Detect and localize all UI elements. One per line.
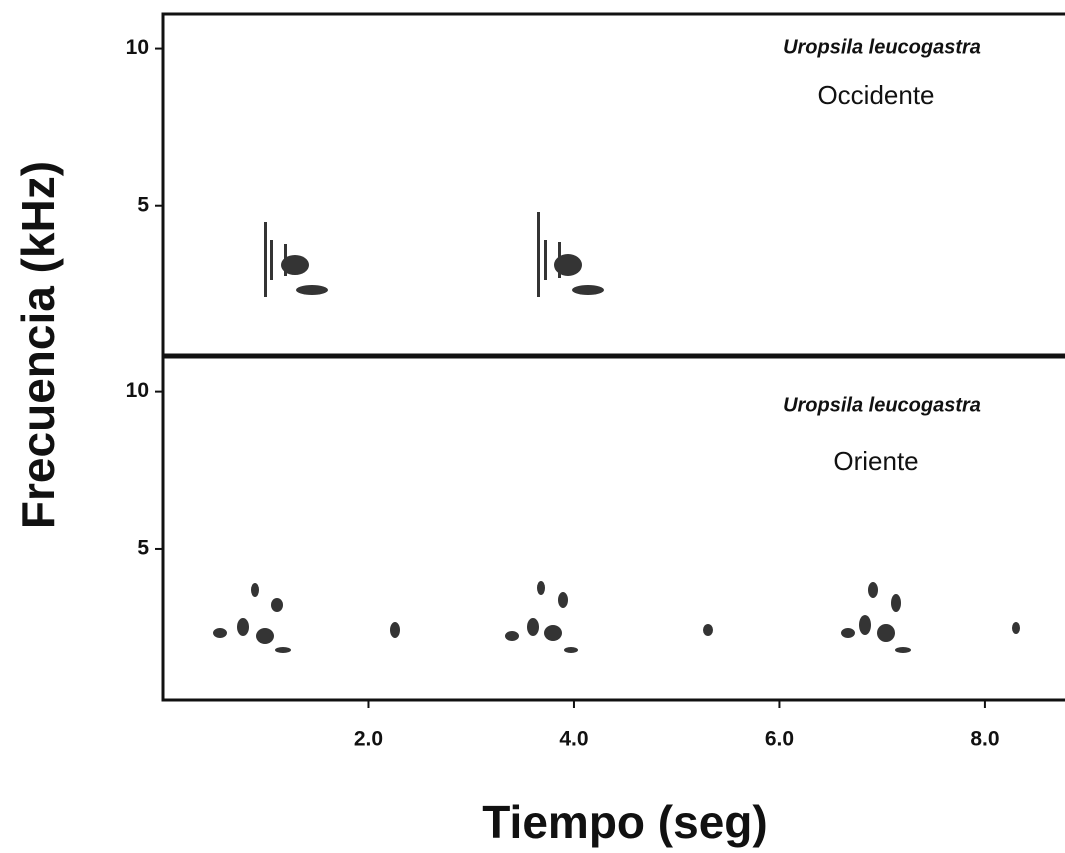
panel-frame: [161, 355, 1065, 702]
panel-title: Oriente: [833, 446, 918, 476]
x-tick-label: 2.0: [354, 728, 383, 751]
y-axis-label: Frecuencia (kHz): [12, 161, 64, 529]
species-label: Uropsila leucogastra: [783, 36, 981, 58]
spectrogram-traces: [213, 212, 1020, 653]
y-tick-label: 10: [126, 36, 149, 59]
y-tick-label: 10: [126, 379, 149, 402]
y-tick-label: 5: [137, 537, 149, 560]
panel-frame: [161, 12, 1065, 357]
x-axis-label: Tiempo (seg): [482, 796, 767, 848]
panel-title: Occidente: [817, 80, 934, 110]
y-tick-label: 5: [137, 193, 149, 216]
x-tick-label: 6.0: [765, 728, 794, 751]
x-tick-label: 4.0: [559, 728, 588, 751]
x-tick-label: 8.0: [970, 728, 999, 751]
species-label: Uropsila leucogastra: [783, 394, 981, 416]
